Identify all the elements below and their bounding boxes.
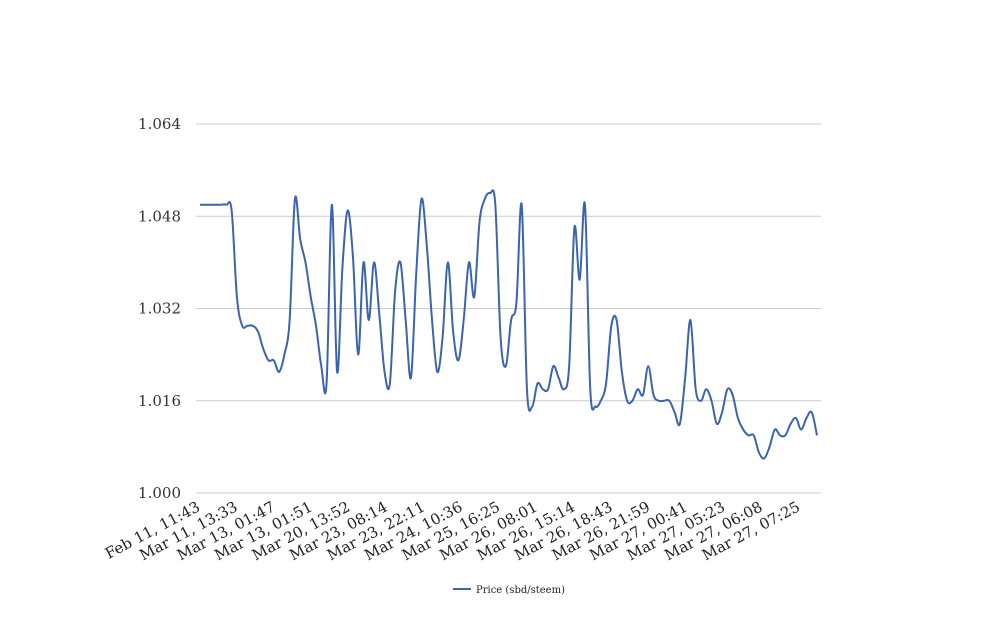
legend-label: Price (sbd/steem) (476, 585, 565, 596)
series-line-price (200, 189, 818, 460)
y-tick-label: 1.064 (138, 115, 181, 133)
y-tick-label: 1.016 (138, 392, 181, 410)
y-tick-label: 1.000 (138, 484, 181, 502)
legend: Price (sbd/steem) (453, 585, 565, 596)
y-axis-ticks: 1.000 1.016 1.032 1.048 1.064 (138, 115, 181, 502)
gridlines (196, 123, 821, 494)
y-tick-label: 1.048 (138, 207, 181, 225)
series-layer (200, 189, 818, 460)
y-tick-label: 1.032 (138, 300, 181, 318)
